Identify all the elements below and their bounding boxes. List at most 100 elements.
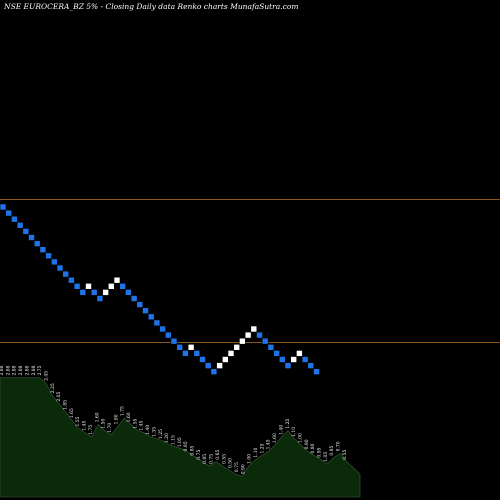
down-brick [176, 343, 183, 351]
volume-label: 1.25 [259, 443, 265, 453]
down-brick [147, 313, 155, 321]
volume-label: 1.75 [88, 425, 94, 435]
up-brick [290, 356, 298, 363]
volume-label: 2.88 [31, 365, 37, 375]
volume-label: 2.88 [0, 365, 5, 375]
down-brick [307, 362, 315, 369]
volume-label: 0.70 [336, 441, 342, 451]
volume-label: 0.90 [304, 439, 310, 449]
volume-label: 1.15 [170, 435, 176, 445]
down-brick [170, 337, 178, 345]
down-brick [68, 276, 75, 284]
down-brick [165, 331, 172, 339]
volume-label: 1.25 [285, 418, 291, 428]
down-brick [130, 295, 138, 302]
down-brick [39, 246, 47, 253]
volume-label: 1.70 [107, 423, 113, 433]
down-brick [22, 228, 30, 235]
volume-label: 0.50 [228, 458, 234, 468]
volume-label: 1.60 [272, 433, 278, 443]
volume-label: 1.45 [139, 421, 145, 431]
volume-label: 0.55 [342, 450, 348, 460]
down-brick [204, 362, 212, 369]
volume-label: 1.05 [323, 452, 329, 462]
up-brick [216, 362, 223, 369]
volume-label: 1.75 [120, 406, 126, 416]
down-brick [153, 319, 161, 327]
up-brick [250, 325, 258, 333]
down-brick [50, 258, 58, 266]
down-brick [182, 350, 189, 357]
down-brick [56, 264, 64, 272]
down-brick [62, 270, 70, 278]
down-brick [261, 337, 269, 345]
down-brick [273, 350, 280, 357]
volume-label: 0.55 [221, 454, 227, 464]
volume-label: 2.88 [24, 365, 30, 375]
volume-label: 1.00 [247, 454, 253, 464]
volume-label: 0.75 [209, 454, 215, 464]
down-brick [96, 295, 104, 302]
volume-label: 1.90 [113, 414, 119, 424]
down-brick [301, 356, 309, 363]
down-brick [0, 203, 7, 211]
volume-label: 0.75 [234, 462, 240, 472]
volume-label: 1.10 [253, 447, 259, 457]
volume-label: 0.90 [240, 464, 246, 474]
down-brick [125, 289, 132, 296]
volume-label: 1.45 [266, 439, 272, 449]
down-brick [142, 307, 149, 315]
down-brick [119, 282, 126, 290]
down-brick [210, 368, 218, 376]
volume-label: 1.00 [297, 433, 303, 443]
volume-label: 1.25 [158, 429, 164, 439]
down-brick [313, 368, 320, 376]
volume-label: 0.75 [196, 450, 202, 460]
down-brick [199, 356, 206, 363]
down-brick [79, 289, 87, 296]
volume-label: 1.55 [132, 418, 138, 428]
down-brick [16, 222, 24, 229]
up-brick [102, 289, 109, 296]
up-brick [108, 282, 115, 290]
down-brick [159, 325, 166, 333]
volume-label: 2.88 [12, 365, 18, 375]
up-brick [227, 350, 235, 357]
volume-label: 1.10 [291, 427, 297, 437]
volume-label: 0.85 [329, 445, 335, 455]
down-brick [256, 331, 263, 339]
up-brick [222, 356, 229, 363]
volume-label: 2.88 [5, 365, 11, 375]
down-brick [278, 356, 286, 363]
volume-label: 2.25 [50, 383, 56, 393]
volume-label: 2.88 [18, 365, 24, 375]
volume-label: 1.05 [177, 437, 183, 447]
volume-label: 1.60 [94, 412, 100, 422]
volume-label: 0.85 [202, 454, 208, 464]
volume-label: 1.50 [101, 418, 107, 428]
down-brick [33, 240, 41, 247]
down-brick [73, 282, 81, 290]
volume-label: 1.40 [278, 425, 284, 435]
down-brick [45, 252, 52, 260]
down-brick [90, 289, 98, 296]
volume-labels: 2.88 2.88 2.88 2.88 2.88 2.88 2.752.452.252.05… [0, 365, 348, 474]
volume-label: 2.45 [43, 371, 49, 381]
down-brick [28, 234, 35, 241]
up-brick [85, 282, 92, 290]
volume-label: 0.85 [190, 445, 196, 455]
volume-label: 1.85 [63, 400, 69, 410]
up-brick [113, 276, 121, 284]
up-brick [244, 331, 252, 339]
down-brick [284, 362, 292, 369]
volume-label: 0.80 [310, 443, 316, 453]
volume-label: 1.55 [75, 416, 81, 426]
volume-label: 0.65 [215, 450, 221, 460]
down-brick [136, 301, 144, 308]
volume-label: 1.40 [145, 425, 151, 435]
up-brick [239, 337, 246, 345]
volume-label: 1.35 [151, 427, 157, 437]
down-brick [193, 350, 201, 357]
volume-label: 2.05 [56, 391, 62, 401]
